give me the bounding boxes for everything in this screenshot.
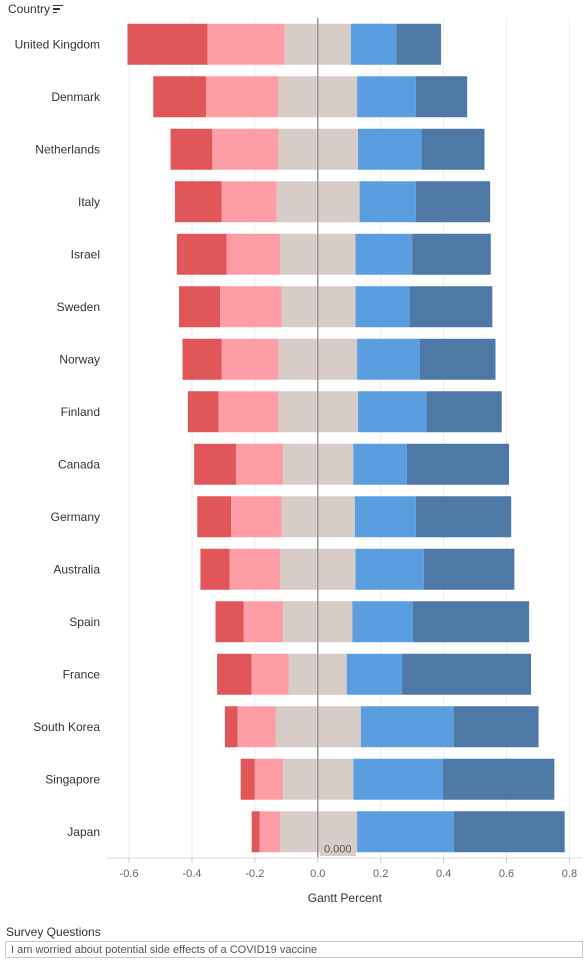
bar-segment (251, 653, 289, 695)
bar-segment (251, 811, 260, 853)
bar-segment (419, 338, 496, 380)
bar-segment (421, 128, 485, 170)
x-tick-label: -0.6 (120, 868, 139, 880)
bar-segment (358, 128, 422, 170)
bar-segment (453, 811, 565, 853)
bar-segment (346, 653, 403, 695)
country-label: Israel (71, 247, 100, 261)
bar-segment (358, 391, 427, 433)
country-label: Denmark (51, 90, 101, 104)
bar-segment (442, 758, 555, 800)
bar-segment (355, 286, 410, 328)
x-axis-title: Gantt Percent (308, 891, 383, 905)
bar-segment (353, 758, 443, 800)
bar-segment (235, 443, 284, 485)
x-tick-label: 0.4 (436, 868, 451, 880)
bar-segment (402, 653, 532, 695)
bar-segment (353, 443, 407, 485)
country-label: France (63, 667, 101, 681)
country-label: United Kingdom (15, 37, 100, 51)
sort-descending-icon[interactable] (53, 4, 64, 14)
country-label: Finland (61, 405, 100, 419)
bar-segment (200, 548, 230, 590)
bar-segment (415, 76, 468, 118)
bar-segment (206, 76, 279, 118)
bar-segment (412, 233, 491, 275)
bar-segment (350, 23, 397, 65)
bar-segment (187, 391, 219, 433)
bar-segment (220, 286, 282, 328)
country-label: South Korea (33, 720, 100, 734)
bar-segment (281, 286, 356, 328)
survey-question-dropdown[interactable]: I am worried about potential side effect… (5, 941, 583, 958)
bar-segment (243, 601, 284, 643)
country-header-label: Country (8, 2, 51, 16)
country-label: Spain (69, 615, 100, 629)
bar-segment (174, 181, 222, 223)
country-label: Japan (67, 825, 100, 839)
bar-segment (409, 286, 493, 328)
country-label: Singapore (45, 772, 100, 786)
bar-segment (360, 706, 454, 748)
bar-segment (127, 23, 208, 65)
bar-segment (215, 601, 244, 643)
x-tick-label: -0.2 (245, 868, 264, 880)
bar-segment (224, 706, 238, 748)
bar-segment (426, 391, 502, 433)
bar-segment (207, 23, 285, 65)
bar-segment (229, 548, 281, 590)
bar-segment (197, 496, 232, 538)
bar-segment (415, 496, 512, 538)
bar-segment (406, 443, 510, 485)
bar-segment (231, 496, 282, 538)
country-label: Australia (53, 562, 100, 576)
x-tick-label: 0.8 (562, 868, 577, 880)
filter-title: Survey Questions (6, 925, 101, 939)
bar-segment (153, 76, 207, 118)
zero-value-label: 0.000 (324, 844, 352, 856)
zero-label-bg (319, 840, 356, 856)
country-label: Norway (59, 352, 100, 366)
bar-segment (259, 811, 281, 853)
bar-segment (240, 758, 255, 800)
diverging-bar-chart: United Kingdom Denmark Netherlands Italy Isr… (15, 18, 582, 905)
x-tick-label: 0.0 (310, 868, 325, 880)
country-axis-header[interactable]: Country (8, 2, 64, 16)
bar-segment (357, 76, 416, 118)
bar-segment (354, 496, 416, 538)
bar-segment (212, 128, 279, 170)
bar-segment (226, 233, 281, 275)
bar-segment (359, 181, 416, 223)
bar-segment (182, 338, 222, 380)
bar-segment (179, 286, 221, 328)
bar-segment (352, 601, 413, 643)
x-tick-label: -0.4 (182, 868, 201, 880)
bar-segment (217, 653, 252, 695)
bar-segment (453, 706, 539, 748)
bar-segment (355, 233, 413, 275)
country-label: Netherlands (35, 142, 100, 156)
country-label: Germany (51, 510, 100, 524)
x-tick-label: 0.6 (499, 868, 514, 880)
x-tick-label: 0.2 (373, 868, 388, 880)
bar-segment (396, 23, 442, 65)
bar-segment (412, 601, 530, 643)
bar-segment (176, 233, 227, 275)
country-label: Canada (58, 457, 100, 471)
bar-segment (254, 758, 284, 800)
bar-segment (355, 548, 424, 590)
country-label: Sweden (57, 300, 100, 314)
bar-segment (357, 811, 454, 853)
bar-segment (218, 391, 279, 433)
bar-segment (221, 338, 279, 380)
bar-segment (423, 548, 515, 590)
bar-segment (221, 181, 277, 223)
survey-question-selected-value: I am worried about potential side effect… (11, 944, 318, 956)
bar-segment (170, 128, 213, 170)
country-label: Italy (78, 195, 100, 209)
bar-segment (237, 706, 276, 748)
bar-segment (194, 443, 236, 485)
bar-segment (357, 338, 420, 380)
bar-segment (415, 181, 491, 223)
